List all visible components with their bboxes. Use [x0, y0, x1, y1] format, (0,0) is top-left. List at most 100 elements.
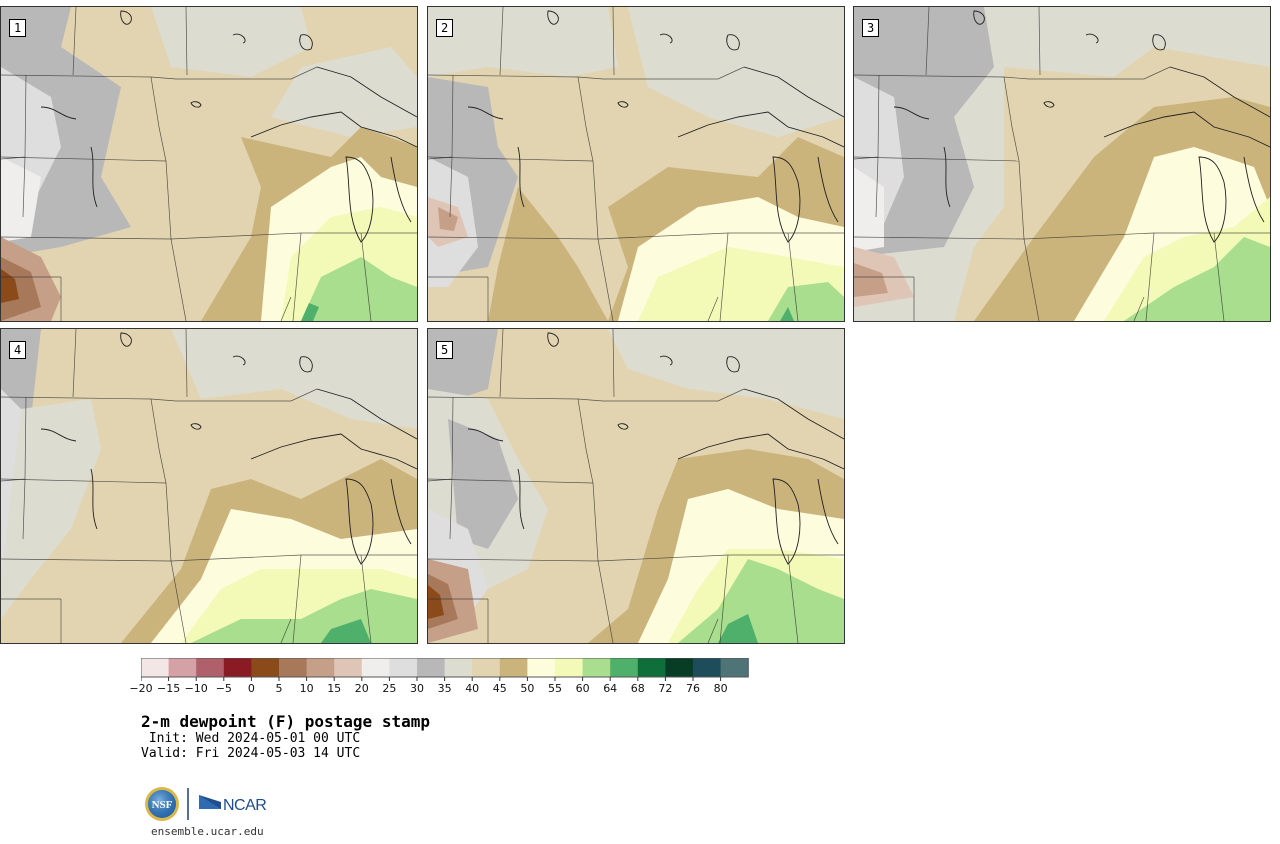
- water-outline: [467, 106, 504, 120]
- panel-number: 2: [436, 19, 454, 37]
- dewpoint-region: [718, 614, 758, 643]
- colorbar-swatch: [637, 658, 666, 677]
- colorbar-swatch: [141, 658, 170, 677]
- water-outline: [120, 10, 132, 25]
- map-panel-1: 1: [0, 6, 418, 322]
- state-border: [1, 156, 167, 162]
- water-outline: [1169, 66, 1270, 118]
- water-outline: [390, 478, 412, 545]
- colorbar: [141, 658, 749, 681]
- state-border: [577, 398, 614, 643]
- state-border: [854, 232, 1270, 240]
- water-outline: [659, 355, 673, 366]
- water-outline: [772, 156, 801, 243]
- colorbar-swatch: [582, 658, 611, 677]
- state-border: [292, 232, 302, 321]
- state-border: [428, 388, 745, 402]
- dewpoint-region: [321, 619, 371, 643]
- dewpoint-region: [1, 399, 101, 619]
- water-outline: [1103, 111, 1270, 148]
- colorbar-swatch: [555, 658, 584, 677]
- colorbar-swatch: [223, 658, 252, 677]
- dewpoint-region: [171, 329, 417, 429]
- colorbar-swatch: [527, 658, 556, 677]
- map-5: [428, 329, 844, 643]
- state-border: [499, 329, 504, 398]
- state-border: [185, 7, 188, 76]
- water-outline: [90, 468, 98, 530]
- nsf-logo-text: NSF: [152, 799, 173, 811]
- colorbar-swatch: [499, 658, 528, 677]
- state-border: [428, 554, 844, 562]
- ncar-logo: NCAR: [199, 795, 267, 814]
- water-outline: [190, 101, 202, 108]
- colorbar-swatch: [361, 658, 390, 677]
- state-border: [72, 7, 77, 76]
- dewpoint-region: [780, 307, 794, 321]
- state-border: [150, 76, 187, 321]
- state-border: [449, 156, 453, 218]
- water-outline: [467, 428, 504, 442]
- panel-number: 4: [9, 341, 27, 359]
- colorbar-swatch: [417, 658, 446, 677]
- water-outline: [40, 106, 77, 120]
- colorbar-swatch: [693, 658, 722, 677]
- panel-number: 1: [9, 19, 27, 37]
- state-border: [1003, 76, 1040, 321]
- colorbar-swatch: [306, 658, 335, 677]
- water-outline: [743, 388, 844, 440]
- website-url: ensemble.ucar.edu: [151, 825, 264, 838]
- valid-time: Valid: Fri 2024-05-03 14 UTC: [141, 746, 361, 761]
- state-border: [280, 296, 292, 321]
- water-outline: [40, 428, 77, 442]
- state-border: [292, 554, 302, 643]
- water-outline: [1085, 33, 1099, 44]
- dewpoint-region: [854, 167, 884, 252]
- colorbar-swatch: [610, 658, 639, 677]
- water-outline: [677, 433, 844, 470]
- map-panel-5: 5: [427, 328, 845, 644]
- water-outline: [316, 66, 417, 118]
- water-outline: [817, 478, 839, 545]
- dewpoint-region: [1, 157, 41, 242]
- colorbar-swatch: [168, 658, 197, 677]
- map-3: [854, 7, 1270, 321]
- water-outline: [817, 156, 839, 223]
- colorbar-swatch: [444, 658, 473, 677]
- dewpoint-region: [438, 207, 458, 231]
- map-panel-4: 4: [0, 328, 418, 644]
- state-border: [1133, 296, 1145, 321]
- state-border: [1038, 7, 1041, 76]
- water-outline: [517, 468, 525, 530]
- state-border: [719, 554, 729, 643]
- colorbar-swatch: [196, 658, 225, 677]
- state-border: [925, 7, 930, 76]
- ncar-logo-text: NCAR: [223, 797, 266, 814]
- dewpoint-region: [608, 329, 844, 419]
- nsf-logo: NSF: [145, 787, 179, 821]
- state-border: [1, 388, 318, 402]
- init-time: Init: Wed 2024-05-01 00 UTC: [141, 731, 361, 746]
- panel-number: 5: [436, 341, 454, 359]
- state-border: [72, 329, 77, 398]
- water-outline: [316, 388, 417, 440]
- state-border: [280, 618, 292, 643]
- water-outline: [617, 423, 629, 430]
- state-border: [428, 232, 844, 240]
- water-outline: [772, 478, 801, 565]
- water-outline: [1043, 101, 1055, 108]
- water-outline: [345, 156, 374, 243]
- state-border: [707, 618, 719, 643]
- water-outline: [743, 66, 844, 118]
- map-panel-3: 3: [853, 6, 1271, 322]
- state-border: [449, 478, 453, 540]
- dewpoint-region: [301, 303, 319, 321]
- state-border: [577, 76, 614, 321]
- water-outline: [345, 478, 374, 565]
- state-border: [1, 232, 417, 240]
- colorbar-swatch: [720, 658, 749, 677]
- state-border: [707, 296, 719, 321]
- state-border: [1213, 232, 1225, 321]
- state-border: [360, 232, 372, 321]
- water-outline: [232, 33, 246, 44]
